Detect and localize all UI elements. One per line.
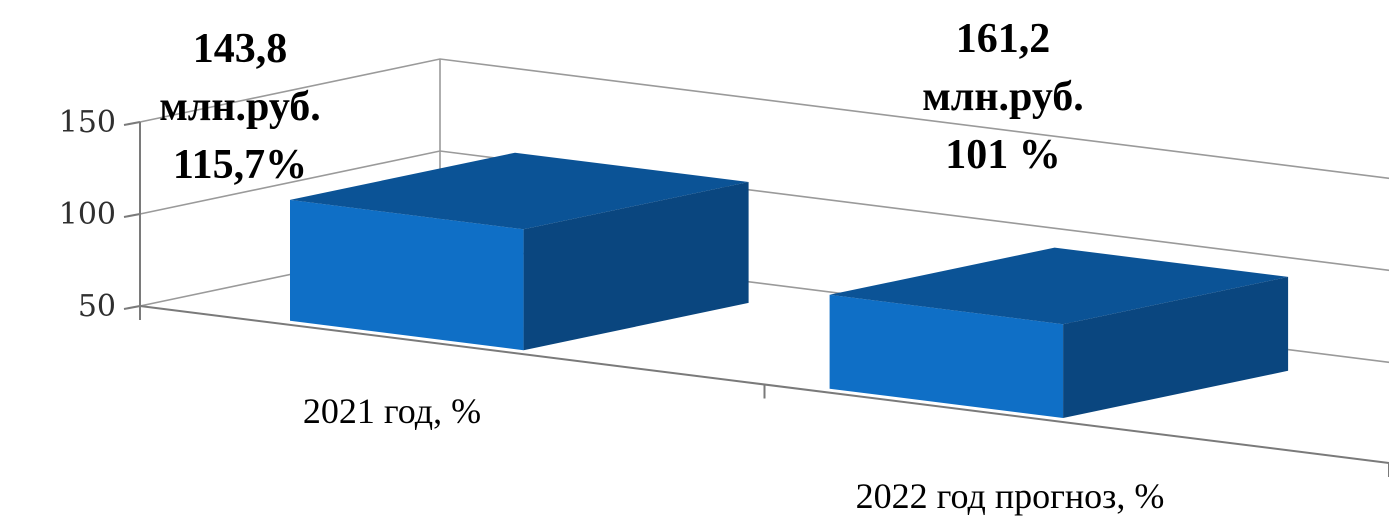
bar-side-0 <box>523 182 749 351</box>
y-tick-mark-100 <box>123 213 141 218</box>
y-tick-label-150: 150 <box>59 105 116 140</box>
data-label-0-line-0: 143,8 <box>193 26 288 72</box>
bar-front-1 <box>829 294 1064 418</box>
bar-top-1 <box>829 247 1289 325</box>
data-label-1-line-2: 101 % <box>945 132 1061 178</box>
data-label-0-line-2: 115,7% <box>173 142 307 188</box>
y-tick-label-100: 100 <box>59 197 116 232</box>
y-tick-label-50: 50 <box>78 289 116 324</box>
bar-front-0 <box>290 199 524 351</box>
data-label-1-line-1: млн.руб. <box>922 74 1084 120</box>
data-label-0-line-1: млн.руб. <box>159 84 321 130</box>
y-tick-mark-150 <box>123 121 141 126</box>
y-tick-mark-50 <box>123 305 141 310</box>
category-label-1: 2022 год прогноз, % <box>856 476 1165 516</box>
bars <box>290 152 1289 418</box>
bar-top-0 <box>290 152 749 230</box>
labels: 50 100 150 2021 год, % 143,8 млн.руб. 115,7% 20… <box>59 16 1165 516</box>
category-label-0: 2021 год, % <box>303 391 481 431</box>
data-label-1-line-0: 161,2 <box>956 16 1051 62</box>
bar-side-1 <box>1063 276 1289 418</box>
